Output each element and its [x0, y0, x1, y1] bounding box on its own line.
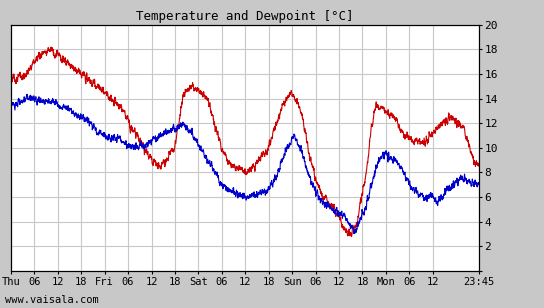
Title: Temperature and Dewpoint [°C]: Temperature and Dewpoint [°C] — [136, 10, 354, 23]
Text: www.vaisala.com: www.vaisala.com — [5, 295, 99, 305]
